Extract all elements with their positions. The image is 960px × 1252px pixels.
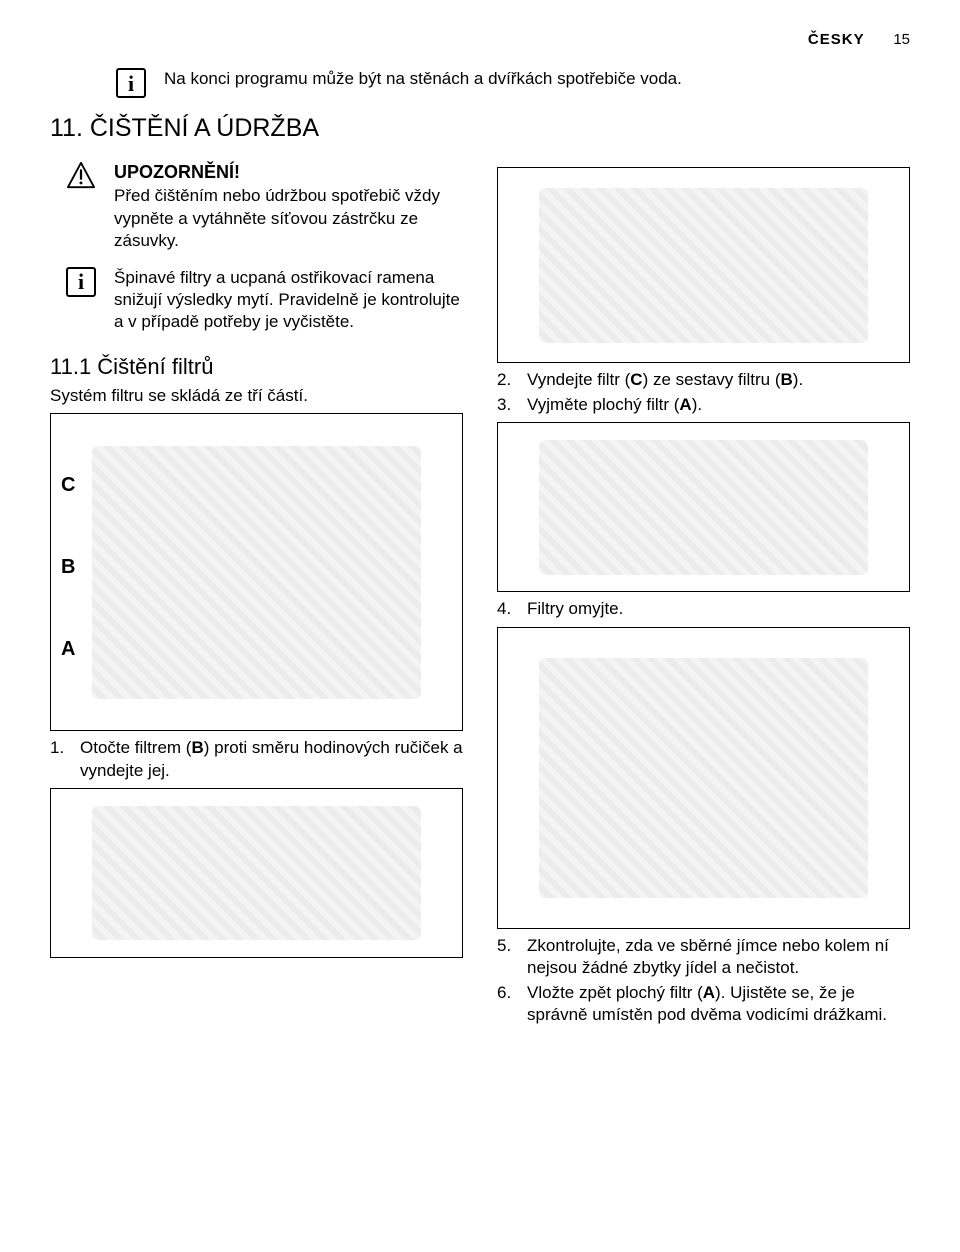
intro-info-text: Na konci programu může být na stěnách a …: [164, 68, 682, 90]
step-number: 2.: [497, 369, 517, 391]
list-item: 5. Zkontrolujte, zda ve sběrné jímce neb…: [497, 935, 910, 980]
list-item: 1. Otočte filtrem (B) proti směru hodino…: [50, 737, 463, 782]
warning-title: UPOZORNĚNÍ!: [114, 161, 463, 185]
figure-filter-parts: C B A: [50, 413, 463, 731]
step-text: Vyjměte plochý filtr (A).: [527, 394, 702, 416]
right-column: 2. Vyndejte filtr (C) ze sestavy filtru …: [497, 161, 910, 1032]
label-b-inline: B: [191, 738, 203, 757]
info-icon: i: [116, 68, 146, 98]
label-c-inline: C: [630, 370, 642, 389]
page-number: 15: [893, 31, 910, 48]
label-b-inline: B: [781, 370, 793, 389]
illustration-placeholder: [92, 446, 421, 699]
subsection-text: Systém filtru se skládá ze tří částí.: [50, 385, 463, 407]
left-column: UPOZORNĚNÍ! Před čištěním nebo údržbou s…: [50, 161, 463, 1032]
step-number: 4.: [497, 598, 517, 620]
list-item: 2. Vyndejte filtr (C) ze sestavy filtru …: [497, 369, 910, 391]
illustration-placeholder: [539, 188, 868, 343]
figure-step2: [497, 167, 910, 363]
figure-step3: [497, 422, 910, 592]
step-text: Vložte zpět plochý filtr (A). Ujistěte s…: [527, 982, 910, 1027]
label-a: A: [61, 636, 75, 662]
step-number: 5.: [497, 935, 517, 980]
list-item: 3. Vyjměte plochý filtr (A).: [497, 394, 910, 416]
section-title: 11. ČIŠTĚNÍ A ÚDRŽBA: [50, 112, 910, 145]
warning-text: Před čištěním nebo údržbou spotřebič vžd…: [114, 185, 463, 252]
intro-info-block: i Na konci programu může být na stěnách …: [116, 68, 910, 98]
illustration-placeholder: [539, 658, 868, 898]
figure-step1: [50, 788, 463, 958]
language-label: ČESKY: [808, 31, 865, 48]
label-b: B: [61, 554, 75, 580]
label-a-inline: A: [679, 395, 691, 414]
info2-text: Špinavé filtry a ucpaná ostřikovací rame…: [114, 267, 463, 334]
step-text: Vyndejte filtr (C) ze sestavy filtru (B)…: [527, 369, 803, 391]
list-item: 6. Vložte zpět plochý filtr (A). Ujistět…: [497, 982, 910, 1027]
list-item: 4. Filtry omyjte.: [497, 598, 910, 620]
warning-block: UPOZORNĚNÍ! Před čištěním nebo údržbou s…: [66, 161, 463, 252]
step-1-list: 1. Otočte filtrem (B) proti směru hodino…: [50, 737, 463, 782]
illustration-placeholder: [539, 440, 868, 574]
step-text: Otočte filtrem (B) proti směru hodinovýc…: [80, 737, 463, 782]
steps-2-3-list: 2. Vyndejte filtr (C) ze sestavy filtru …: [497, 369, 910, 416]
illustration-placeholder: [92, 806, 421, 940]
subsection-title: 11.1 Čištění filtrů: [50, 352, 463, 381]
step-text: Filtry omyjte.: [527, 598, 623, 620]
figure-step4: [497, 627, 910, 929]
info-icon: i: [66, 267, 96, 297]
steps-5-6-list: 5. Zkontrolujte, zda ve sběrné jímce neb…: [497, 935, 910, 1027]
two-column-layout: UPOZORNĚNÍ! Před čištěním nebo údržbou s…: [50, 161, 910, 1032]
step-4-list: 4. Filtry omyjte.: [497, 598, 910, 620]
step-number: 1.: [50, 737, 70, 782]
step-number: 3.: [497, 394, 517, 416]
step-number: 6.: [497, 982, 517, 1027]
warning-icon: [66, 161, 96, 189]
page-header: ČESKY 15: [50, 28, 910, 50]
label-a-inline: A: [703, 983, 715, 1002]
step-text: Zkontrolujte, zda ve sběrné jímce nebo k…: [527, 935, 910, 980]
info2-block: i Špinavé filtry a ucpaná ostřikovací ra…: [66, 267, 463, 334]
label-c: C: [61, 472, 75, 498]
figure-labels: C B A: [61, 414, 75, 730]
